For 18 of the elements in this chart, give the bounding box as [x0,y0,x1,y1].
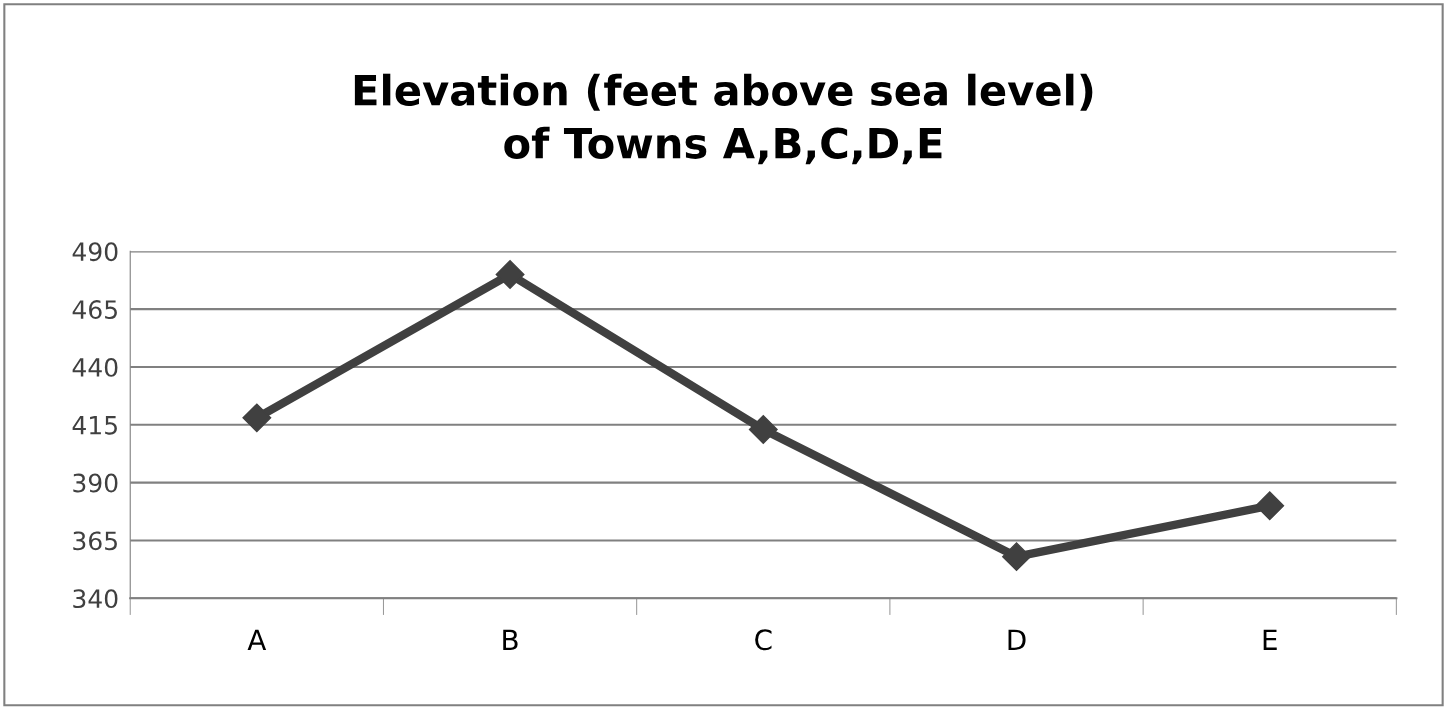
x-tick-label: C [755,629,772,651]
y-tick-label: 340 [73,589,118,609]
x-tick-label: D [1008,629,1026,650]
y-tick-label: 365 [73,531,117,551]
y-tick-label: 390 [73,473,118,493]
point [1255,491,1285,521]
point [495,260,525,289]
x-tick-label: B [503,629,518,650]
chart-title: Elevation (feet above sea level) of Towns A,B,C,D,E [354,73,1093,165]
point [1002,542,1031,572]
y-tick-label: 415 [72,416,117,435]
point [242,403,272,433]
point [748,414,778,444]
y-tick-label: 440 [72,357,118,377]
x-tick-label: A [247,629,267,650]
y-tick-label: 490 [72,242,118,262]
x-tick-label: E [1263,629,1277,650]
y-tick-label: 465 [72,300,117,320]
